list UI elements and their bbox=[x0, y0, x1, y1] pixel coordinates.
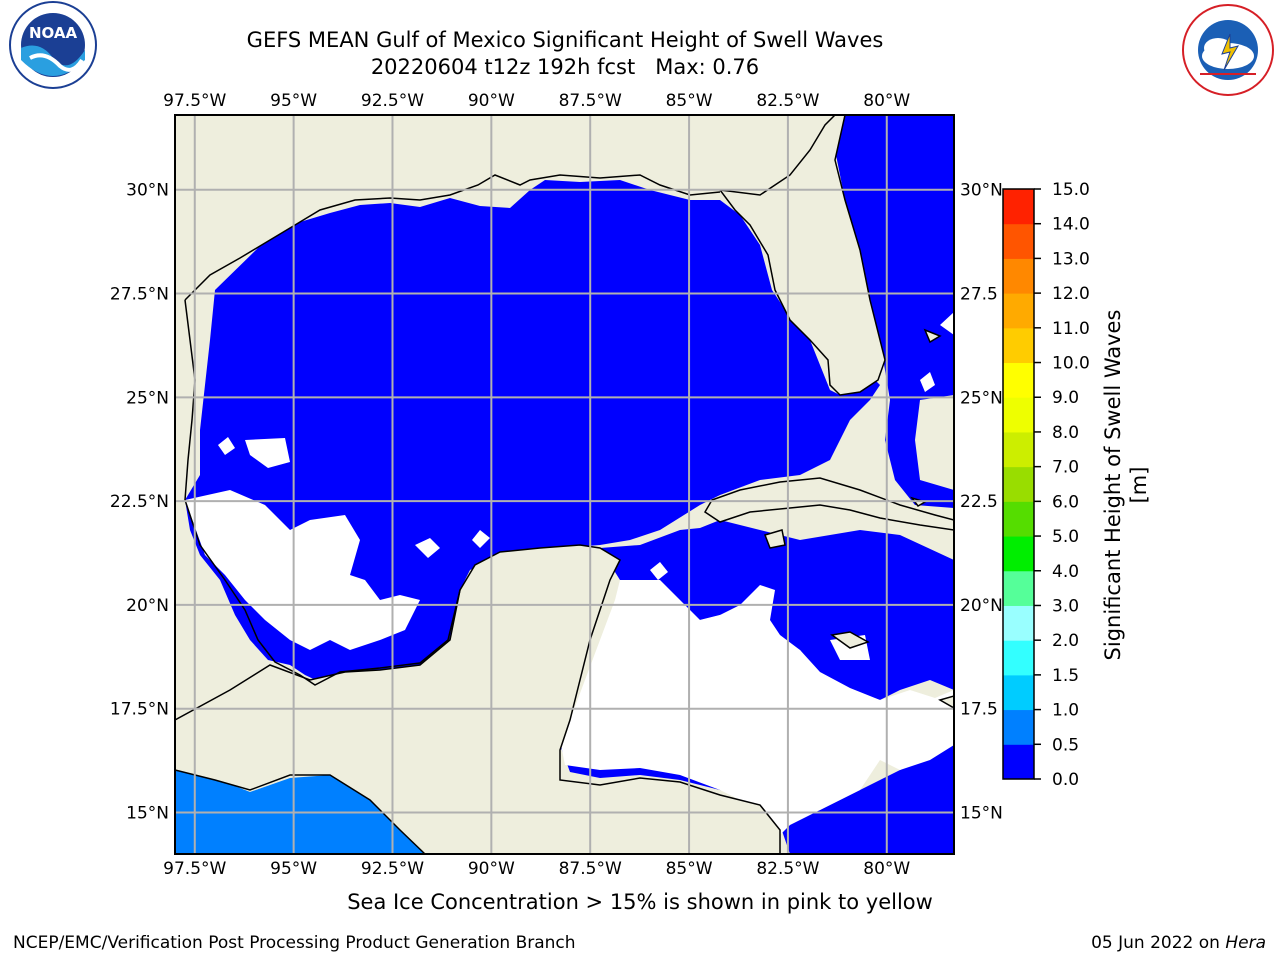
lon-tick-label: 85°W bbox=[666, 859, 713, 879]
lon-tick-label: 90°W bbox=[468, 91, 515, 111]
lat-tick-label: 17.5 bbox=[960, 700, 998, 720]
colorbar-tick-label: 1.5 bbox=[1052, 666, 1079, 686]
lat-tick-label: 30°N bbox=[960, 181, 1003, 201]
colorbar-segment bbox=[1003, 466, 1034, 502]
sea-ice-footnote: Sea Ice Concentration > 15% is shown in … bbox=[347, 890, 933, 914]
colorbar-segment bbox=[1003, 536, 1034, 572]
colorbar-segment bbox=[1003, 640, 1034, 676]
lon-tick-label: 82.5°W bbox=[756, 91, 819, 111]
colorbar-tick-label: 0.5 bbox=[1052, 735, 1079, 755]
colorbar-tick-label: 12.0 bbox=[1052, 284, 1090, 304]
colorbar-ticks: 0.0 0.5 1.0 1.5 2.0 3.0 4.0 5.0 6.0 7.0 8.0 9.0 10.0… bbox=[1034, 180, 1090, 790]
atlantic-swell-field bbox=[835, 115, 954, 508]
lon-tick-label: 80°W bbox=[863, 859, 910, 879]
nws-logo bbox=[1182, 4, 1274, 96]
colorbar-tick-label: 9.0 bbox=[1052, 388, 1079, 408]
colorbar-segment bbox=[1003, 258, 1034, 294]
lon-tick-label: 92.5°W bbox=[361, 859, 424, 879]
colorbar-segment bbox=[1003, 674, 1034, 711]
colorbar-tick-label: 10.0 bbox=[1052, 354, 1090, 374]
colorbar-segment bbox=[1003, 431, 1034, 468]
colorbar-tick-label: 0.0 bbox=[1052, 770, 1079, 790]
colorbar-segment bbox=[1003, 397, 1034, 433]
noaa-logo: NOAA bbox=[9, 1, 97, 89]
no-data-areas bbox=[185, 312, 954, 840]
gulf-swell-field bbox=[185, 180, 880, 682]
lat-tick-label: 22.5°N bbox=[110, 492, 169, 512]
colorbar-frame bbox=[1002, 188, 1035, 780]
colorbar-tick-label: 14.0 bbox=[1052, 215, 1090, 235]
lon-tick-label: 97.5°W bbox=[163, 91, 226, 111]
colorbar-tick-label: 6.0 bbox=[1052, 492, 1079, 512]
lon-tick-labels-top: 97.5°W 95°W 92.5°W 90°W 87.5°W 85°W 82.5°W 80°W bbox=[163, 91, 910, 111]
lat-tick-label: 20°N bbox=[126, 596, 169, 616]
lon-tick-label: 97.5°W bbox=[163, 859, 226, 879]
chart-title: GEFS MEAN Gulf of Mexico Significant Hei… bbox=[246, 28, 884, 52]
colorbar-tick-label: 15.0 bbox=[1052, 180, 1090, 200]
colorbar-segment bbox=[1003, 362, 1034, 398]
colorbar-segment bbox=[1003, 501, 1034, 537]
colorbar-segment bbox=[1003, 327, 1034, 364]
lon-tick-label: 87.5°W bbox=[559, 91, 622, 111]
lat-tick-label: 25°N bbox=[126, 388, 169, 408]
caribbean-southeast-swell bbox=[780, 745, 954, 854]
lon-tick-label: 85°W bbox=[666, 91, 713, 111]
lat-tick-label: 15°N bbox=[126, 803, 169, 823]
lat-tick-label: 20°N bbox=[960, 596, 1003, 616]
colorbar-segment bbox=[1003, 744, 1034, 780]
colorbar-tick-label: 1.0 bbox=[1052, 701, 1079, 721]
colorbar-segment bbox=[1003, 189, 1034, 225]
lat-tick-label: 15°N bbox=[960, 803, 1003, 823]
run-date-credit: 05 Jun 2022 on Hera bbox=[1091, 933, 1266, 953]
colorbar-segment bbox=[1003, 293, 1034, 329]
colorbar bbox=[1003, 189, 1034, 780]
map-area bbox=[175, 115, 954, 854]
producer-credit: NCEP/EMC/Verification Post Processing Pr… bbox=[13, 933, 576, 953]
chart-subtitle: 20220604 t12z 192h fcst Max: 0.76 bbox=[370, 55, 760, 79]
colorbar-tick-label: 5.0 bbox=[1052, 527, 1079, 547]
run-date: 05 Jun 2022 on bbox=[1091, 933, 1226, 953]
mexico-gulf-coastline bbox=[184, 299, 461, 686]
lon-tick-label: 95°W bbox=[270, 859, 317, 879]
colorbar-tick-label: 11.0 bbox=[1052, 319, 1090, 339]
colorbar-tick-label: 7.0 bbox=[1052, 458, 1079, 478]
colorbar-segment bbox=[1003, 223, 1034, 259]
lon-tick-label: 90°W bbox=[468, 859, 515, 879]
lat-tick-label: 27.5°N bbox=[110, 285, 169, 305]
colorbar-segment bbox=[1003, 605, 1034, 641]
colorbar-tick-label: 2.0 bbox=[1052, 631, 1079, 651]
lon-tick-label: 82.5°W bbox=[756, 859, 819, 879]
gridlines bbox=[175, 115, 954, 854]
colorbar-tick-label: 4.0 bbox=[1052, 562, 1079, 582]
lon-tick-label: 95°W bbox=[270, 91, 317, 111]
landmasses bbox=[175, 115, 954, 854]
run-host: Hera bbox=[1225, 933, 1266, 953]
colorbar-segment bbox=[1003, 709, 1034, 745]
lat-tick-labels-left: 30°N 27.5°N 25°N 22.5°N 20°N 17.5°N 15°N bbox=[110, 181, 169, 824]
noaa-logo-text: NOAA bbox=[29, 24, 78, 42]
lat-tick-label: 30°N bbox=[126, 181, 169, 201]
colorbar-tick-label: 13.0 bbox=[1052, 249, 1090, 269]
lat-tick-label: 27.5 bbox=[960, 285, 998, 305]
colorbar-segment bbox=[1003, 570, 1034, 606]
colorbar-tick-label: 3.0 bbox=[1052, 596, 1079, 616]
lat-tick-label: 25°N bbox=[960, 388, 1003, 408]
lat-tick-label: 22.5 bbox=[960, 492, 998, 512]
lat-tick-label: 17.5°N bbox=[110, 700, 169, 720]
colorbar-label: Significant Height of Swell Waves [m] bbox=[1101, 309, 1151, 661]
lon-tick-label: 87.5°W bbox=[559, 859, 622, 879]
lon-tick-label: 80°W bbox=[863, 91, 910, 111]
lat-tick-labels-right: 30°N 27.5 25°N 22.5 20°N 17.5 15°N bbox=[960, 181, 1003, 824]
map-frame bbox=[174, 114, 955, 855]
lon-tick-labels-bottom: 97.5°W 95°W 92.5°W 90°W 87.5°W 85°W 82.5°W 80°W bbox=[163, 859, 910, 879]
colorbar-tick-label: 8.0 bbox=[1052, 423, 1079, 443]
lon-tick-label: 92.5°W bbox=[361, 91, 424, 111]
